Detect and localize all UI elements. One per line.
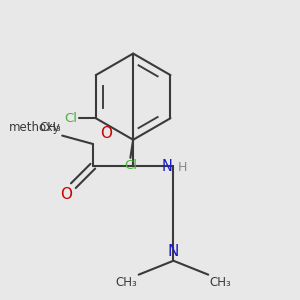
Text: H: H [178, 160, 187, 173]
Text: O: O [60, 187, 72, 202]
Text: N: N [161, 159, 172, 174]
Text: CH₃: CH₃ [39, 121, 61, 134]
Text: CH₃: CH₃ [116, 276, 137, 289]
Text: O: O [100, 126, 112, 141]
Text: N: N [168, 244, 179, 260]
Text: Cl: Cl [124, 159, 137, 172]
Text: methoxy: methoxy [9, 121, 61, 134]
Text: Cl: Cl [65, 112, 78, 125]
Text: CH₃: CH₃ [210, 276, 231, 289]
Text: methoxy: methoxy [55, 132, 61, 133]
